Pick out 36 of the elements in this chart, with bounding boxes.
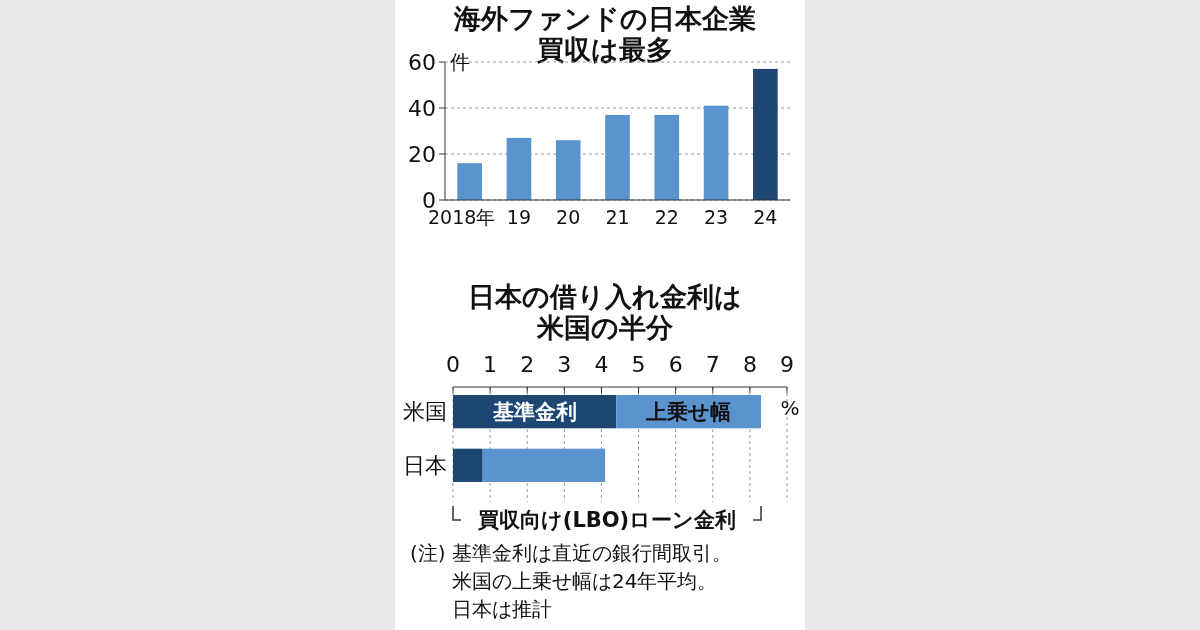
bar <box>753 68 778 200</box>
y-tick-label: 40 <box>408 95 436 121</box>
bar <box>457 163 482 200</box>
y-axis-title: 件 <box>450 50 470 74</box>
x-tick-label: 22 <box>654 206 679 228</box>
y-tick-label: 60 <box>408 49 436 75</box>
text: 買収向け(LBO)ローン金利 <box>476 508 737 532</box>
x-tick-label: 21 <box>605 206 630 228</box>
series-label: 上乗せ幅 <box>645 400 732 425</box>
bar <box>555 140 581 200</box>
bar <box>703 105 729 200</box>
x-tick-label: 1 <box>483 352 498 377</box>
y-tick-label: 米国 <box>403 399 447 425</box>
bar <box>654 114 680 200</box>
x-tick-label: 23 <box>703 206 729 228</box>
chart-title: 日本の借り入れ金利は米国の半分 <box>468 281 742 343</box>
x-tick-label: 7 <box>705 352 720 377</box>
bar <box>605 114 630 200</box>
x-tick-label: 5 <box>631 352 646 377</box>
x-tick-label: 3 <box>557 352 572 377</box>
x-tick-label: 19 <box>506 206 532 228</box>
x-tick-label: 20 <box>556 206 581 228</box>
x-axis-title: % <box>780 396 800 420</box>
text: (注) 基準金利は直近の銀行間取引。米国の上乗せ幅は24年平均。日本は推計 <box>410 541 732 621</box>
x-tick-label: 6 <box>668 352 683 377</box>
x-tick-label: 2 <box>520 352 535 377</box>
x-tick-label: 24 <box>753 206 778 228</box>
y-tick-label: 20 <box>408 141 436 167</box>
series-label: 基準金利 <box>491 400 577 425</box>
x-tick-label: 4 <box>594 352 609 377</box>
x-tick-label: 8 <box>742 352 757 377</box>
bar <box>482 448 606 482</box>
y-tick-label: 日本 <box>403 453 447 479</box>
x-tick-label: 9 <box>780 352 794 377</box>
bar <box>506 137 532 200</box>
bar <box>453 448 483 482</box>
